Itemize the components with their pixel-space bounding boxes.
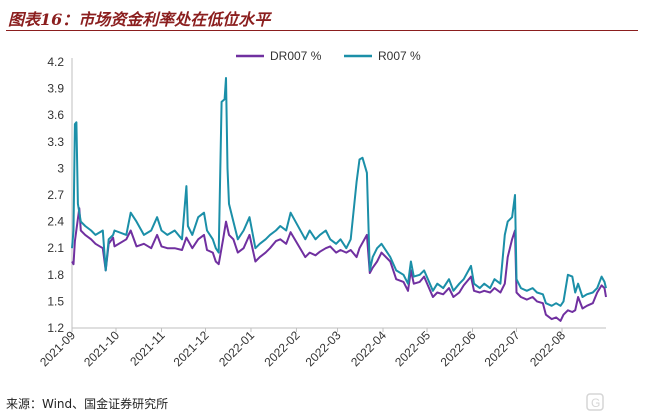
x-tick-label: 2022-08 xyxy=(527,328,568,369)
source-note: 来源：Wind、国金证券研究所 xyxy=(6,397,169,411)
watermark-logo: G xyxy=(586,393,604,411)
x-tick-label: 2022-05 xyxy=(392,328,433,369)
y-tick-label: 2.1 xyxy=(47,241,64,255)
x-tick-label: 2022-01 xyxy=(216,328,257,369)
x-tick-label: 2021-10 xyxy=(81,328,122,369)
y-tick-label: 3.6 xyxy=(47,108,64,122)
title-bar: 图表16：市场资金利率处在低位水平 xyxy=(6,4,638,31)
series-line-r007 xyxy=(71,77,607,307)
x-tick-label: 2022-04 xyxy=(348,328,389,369)
legend-label: R007 % xyxy=(378,49,421,63)
x-tick-label: 2022-02 xyxy=(262,328,303,369)
y-tick-label: 1.8 xyxy=(47,268,64,282)
svg-text:G: G xyxy=(591,396,600,410)
y-tick-label: 3.9 xyxy=(47,82,64,96)
y-tick-label: 1.5 xyxy=(47,294,64,308)
x-tick-label: 2021-12 xyxy=(171,328,212,369)
y-tick-label: 1.2 xyxy=(47,321,64,335)
y-tick-label: 4.2 xyxy=(47,55,64,69)
series-line-dr007 xyxy=(71,207,607,322)
chart-title: 图表16：市场资金利率处在低位水平 xyxy=(8,10,271,29)
y-tick-label: 2.4 xyxy=(47,215,64,229)
x-tick-label: 2022-03 xyxy=(303,328,344,369)
x-tick-label: 2021-11 xyxy=(127,328,168,369)
y-tick-label: 3 xyxy=(57,161,64,175)
legend-label: DR007 % xyxy=(270,49,322,63)
y-tick-label: 3.3 xyxy=(47,135,64,149)
y-tick-label: 2.7 xyxy=(47,188,64,202)
x-tick-label: 2022-06 xyxy=(438,328,479,369)
x-tick-label: 2022-07 xyxy=(482,328,523,369)
